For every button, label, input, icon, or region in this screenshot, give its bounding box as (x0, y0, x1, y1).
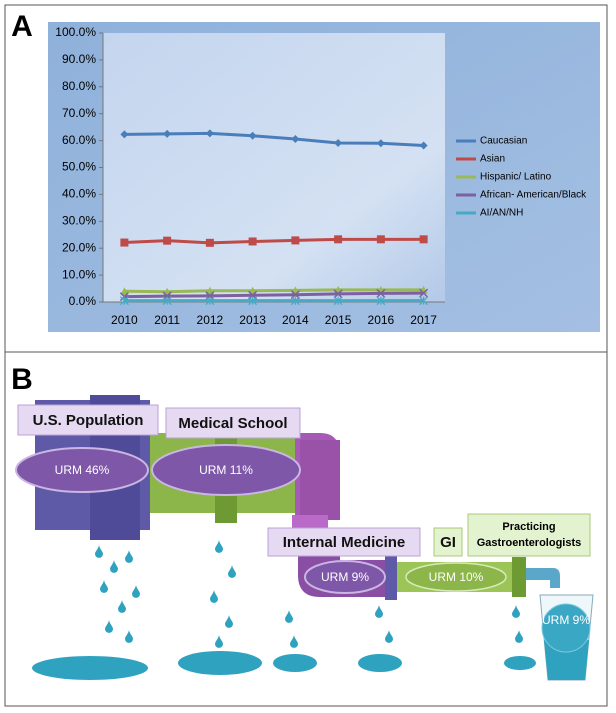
legend-label: Caucasian (480, 136, 527, 147)
stage-label: U.S. Population (33, 412, 144, 429)
stage-box (267, 527, 421, 557)
marker (248, 237, 257, 246)
puddle (32, 656, 148, 680)
marker (163, 129, 172, 138)
puddle (273, 654, 317, 672)
y-tick-label: 10.0% (62, 267, 96, 281)
legend-label: Asian (480, 154, 505, 165)
urm-ellipse (15, 447, 149, 493)
marker (419, 235, 428, 244)
panel-label: A (11, 10, 33, 43)
marker (119, 296, 129, 306)
urm-label: URM 10% (429, 570, 484, 584)
x-tick-label: 2017 (410, 313, 437, 327)
series-line (124, 291, 424, 299)
x-tick-label: 2012 (197, 313, 224, 327)
x-tick-label: 2011 (154, 313, 180, 327)
urm-label: URM 9% (542, 613, 590, 627)
chart-layer: 0.0% 10.0% 20.0% 30.0% 40.0% 50.0% 60.0% 70.0% 8… (55, 25, 587, 327)
y-tick-label: 100.0% (55, 25, 96, 39)
legend-label: AI/AN/NH (480, 208, 523, 219)
stage-label: Internal Medicine (283, 534, 406, 551)
urm-circle (541, 603, 591, 653)
marker (120, 130, 129, 139)
legend-label: African- American/Black (480, 190, 587, 201)
stage-label: Medical School (178, 415, 287, 432)
faucet (526, 568, 560, 588)
marker (248, 296, 258, 306)
pipe-flange (385, 555, 397, 600)
marker (376, 296, 386, 306)
urm-label: URM 11% (199, 463, 253, 477)
stage-box (467, 513, 591, 557)
marker (376, 139, 385, 148)
urm-label: URM 46% (55, 463, 110, 477)
x-tick-label: 2015 (325, 313, 352, 327)
marker (162, 296, 172, 306)
stage-box (433, 527, 463, 557)
x-tick-label: 2013 (239, 313, 266, 327)
marker (419, 296, 429, 306)
stage-box (165, 407, 301, 439)
panel-label: B (11, 363, 33, 396)
marker (120, 238, 129, 247)
marker (290, 296, 300, 306)
y-tick-label: 60.0% (62, 133, 96, 147)
marker (205, 129, 214, 138)
x-tick-label: 2016 (368, 313, 395, 327)
urm-ellipse (304, 560, 386, 594)
stage-label: GI (440, 534, 456, 551)
plot-area (103, 33, 445, 302)
marker (291, 134, 300, 143)
marker (376, 288, 386, 298)
marker (205, 238, 214, 247)
marker (120, 287, 129, 296)
marker (376, 235, 385, 244)
x-tick-label: 2010 (111, 313, 138, 327)
marker (334, 235, 343, 244)
y-tick-label: 70.0% (62, 106, 96, 120)
labels: U.S. Population Medical School Internal … (15, 404, 591, 653)
marker (334, 139, 343, 148)
legend-label: Hispanic/ Latino (480, 172, 552, 183)
marker (419, 288, 429, 298)
marker (419, 141, 428, 150)
x-tick-label: 2014 (282, 313, 309, 327)
drops (32, 540, 536, 680)
marker (333, 296, 343, 306)
y-tick-label: 20.0% (62, 240, 96, 254)
y-tick-label: 50.0% (62, 160, 96, 174)
urm-label: URM 9% (321, 570, 369, 584)
pipe-flange (512, 557, 526, 597)
stage-label: Gastroenterologists (477, 537, 582, 549)
y-tick-label: 80.0% (62, 79, 96, 93)
urm-ellipse (151, 444, 301, 496)
marker (333, 289, 343, 299)
y-tick-label: 30.0% (62, 213, 96, 227)
marker (205, 286, 214, 295)
stage-box (17, 404, 159, 436)
marker (248, 131, 257, 140)
pipe (300, 440, 340, 520)
y-tick-label: 0.0% (69, 294, 97, 308)
puddle (504, 656, 536, 670)
puddle (358, 654, 402, 672)
marker (291, 236, 300, 245)
marker (205, 296, 215, 306)
stage-label: Practicing (502, 521, 555, 533)
series-line (124, 237, 424, 245)
y-tick-label: 40.0% (62, 187, 96, 201)
puddle (178, 651, 262, 675)
y-tick-label: 90.0% (62, 52, 96, 66)
marker (163, 236, 172, 245)
series-line (124, 131, 424, 147)
urm-ellipse (405, 562, 507, 592)
series-line (124, 288, 424, 294)
